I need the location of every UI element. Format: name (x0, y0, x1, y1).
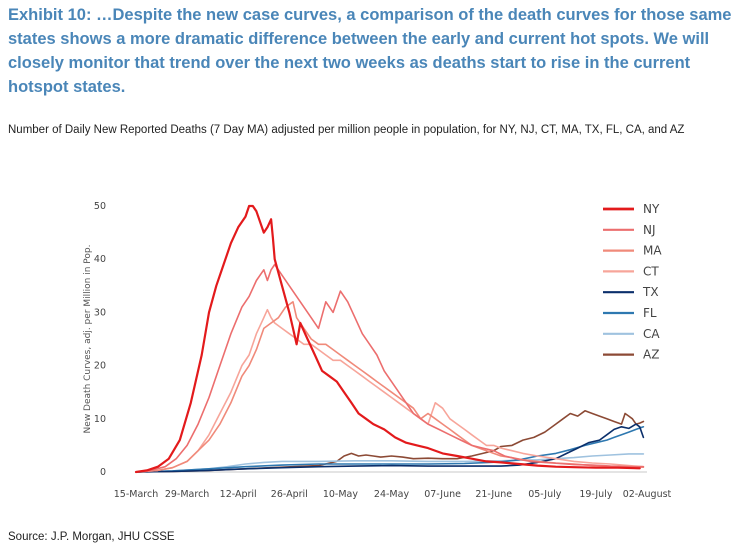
y-tick-label: 30 (94, 307, 106, 318)
legend-label-ca: CA (643, 327, 660, 341)
x-axis: 15-March 29-March 12-April 26-April 10-May 24… (114, 471, 672, 500)
x-tick-label: 19-July (579, 489, 613, 500)
y-tick-label: 10 (94, 414, 106, 425)
x-tick-label: 21-June (475, 489, 512, 500)
series-line-ny (134, 204, 641, 474)
x-tick-label: 24-May (374, 489, 410, 500)
chart-subtitle: Number of Daily New Reported Deaths (7 D… (8, 124, 685, 136)
series-line-az (135, 410, 645, 473)
legend-label-nj: NJ (643, 223, 656, 237)
x-tick-label: 10-May (323, 489, 359, 500)
y-axis: 0 10 20 30 40 50 New Death Curves, adj. per Mi… (83, 201, 106, 478)
y-tick-label: 20 (94, 361, 106, 372)
legend-label-az: AZ (643, 348, 659, 362)
series-line-ma (135, 301, 645, 473)
x-tick-label: 07-June (424, 489, 461, 500)
series-lines (134, 204, 645, 474)
x-tick-label: 29-March (165, 489, 209, 500)
series-line-ca (135, 453, 645, 473)
legend-label-ma: MA (643, 244, 662, 258)
source-note: Source: J.P. Morgan, JHU CSSE (8, 531, 175, 543)
y-axis-label: New Death Curves, adj. per Million in Po… (83, 245, 93, 434)
x-tick-label: 02-August (623, 489, 672, 500)
x-tick-label: 05-July (528, 489, 562, 500)
legend-label-ny: NY (643, 202, 660, 216)
series-line-nj (135, 263, 645, 473)
legend-label-ct: CT (643, 264, 659, 278)
legend-label-fl: FL (643, 306, 657, 320)
x-tick-label: 15-March (114, 489, 158, 500)
x-tick-label: 12-April (220, 489, 257, 500)
death-curves-chart: 0 10 20 30 40 50 New Death Curves, adj. per Mi… (83, 201, 672, 500)
y-tick-label: 50 (94, 201, 106, 212)
legend: NY NJ MA CT TX FL CA AZ (603, 202, 662, 362)
y-tick-label: 40 (94, 254, 106, 265)
series-line-ct (135, 308, 645, 473)
legend-label-tx: TX (642, 285, 659, 299)
x-tick-label: 26-April (271, 489, 308, 500)
y-tick-label: 0 (100, 467, 106, 478)
exhibit-title: Exhibit 10: …Despite the new case curves… (8, 6, 732, 96)
